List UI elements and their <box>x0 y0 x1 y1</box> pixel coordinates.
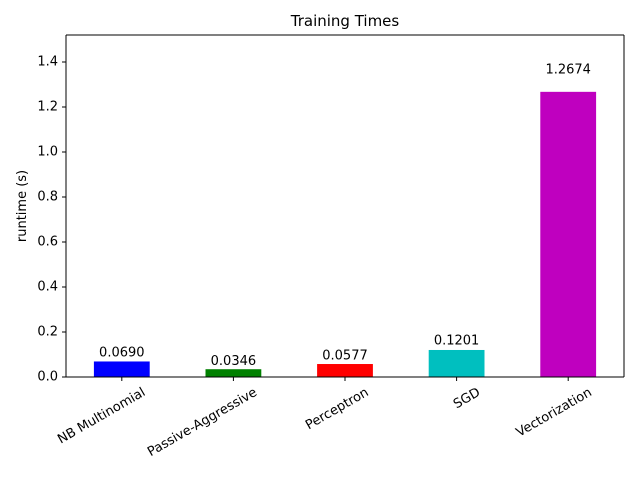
x-tick-label: NB Multinomial <box>55 385 148 447</box>
y-tick-label: 0.2 <box>37 325 58 340</box>
x-tick-label: Perceptron <box>303 385 371 433</box>
y-tick-label: 1.0 <box>37 145 58 160</box>
y-tick-label: 0.4 <box>37 280 58 295</box>
value-label: 0.0577 <box>322 348 368 363</box>
x-tick-label: Passive-Aggressive <box>145 385 260 460</box>
x-tick-label: SGD <box>451 385 483 412</box>
bar <box>317 364 373 377</box>
bar <box>428 349 485 377</box>
y-tick-label: 1.2 <box>37 100 58 115</box>
value-label: 1.2674 <box>545 63 591 78</box>
y-tick-label: 0.0 <box>37 370 58 385</box>
bar <box>205 369 262 377</box>
value-label: 0.0346 <box>211 354 257 369</box>
y-axis-label: runtime (s) <box>15 170 30 242</box>
y-tick-label: 0.8 <box>37 190 58 205</box>
value-label: 0.0690 <box>99 346 145 361</box>
x-tick-label: Vectorization <box>514 385 595 440</box>
bar <box>93 361 150 377</box>
y-tick-label: 1.4 <box>37 55 58 70</box>
chart-title: Training Times <box>290 12 400 30</box>
value-label: 0.1201 <box>434 334 480 349</box>
bar <box>540 91 597 378</box>
y-tick-label: 0.6 <box>37 235 58 250</box>
